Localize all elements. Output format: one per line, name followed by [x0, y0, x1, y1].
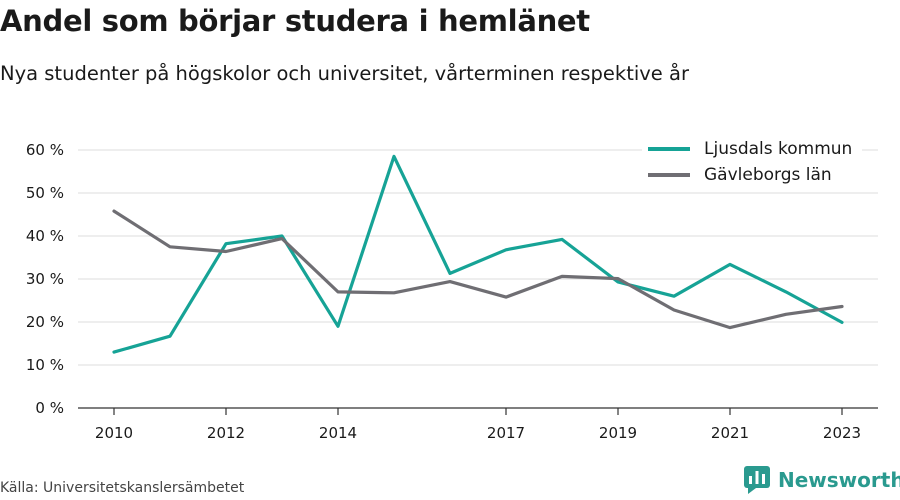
y-tick-label: 50 % — [26, 184, 64, 202]
brand[interactable]: Newsworthy — [744, 466, 900, 494]
y-tick-label: 0 % — [35, 399, 64, 417]
legend-label-ljusdal: Ljusdals kommun — [704, 139, 853, 159]
y-tick-label: 20 % — [26, 313, 64, 331]
series-line-gavleborg — [112, 209, 844, 330]
x-tick-label: 2014 — [319, 424, 357, 442]
x-tick-label: 2010 — [95, 424, 133, 442]
source-note: Källa: Universitetskanslersämbetet — [0, 480, 245, 496]
x-tick-label: 2012 — [207, 424, 245, 442]
y-tick-label: 30 % — [26, 270, 64, 288]
legend-label-gavleborg: Gävleborgs län — [704, 165, 832, 185]
x-tick-label: 2019 — [599, 424, 637, 442]
brand-name: Newsworthy — [778, 468, 900, 492]
x-tick-label: 2021 — [711, 424, 749, 442]
legend: Ljusdals kommun Gävleborgs län — [642, 134, 862, 190]
x-tick-label: 2023 — [823, 424, 861, 442]
chart-title: Andel som börjar studera i hemlänet — [0, 4, 590, 38]
y-tick-label: 40 % — [26, 227, 64, 245]
series-line-ljusdal — [112, 154, 844, 354]
legend-swatch-gavleborg — [648, 173, 690, 177]
chart-subtitle: Nya studenter på högskolor och universit… — [0, 62, 689, 85]
legend-item-gavleborg: Gävleborgs län — [648, 165, 832, 185]
legend-item-ljusdal: Ljusdals kommun — [648, 139, 852, 159]
bar-chart-logo-icon — [744, 466, 770, 494]
y-tick-label: 60 % — [26, 141, 64, 159]
y-tick-label: 10 % — [26, 356, 64, 374]
legend-swatch-ljusdal — [648, 147, 690, 151]
x-tick-label: 2017 — [487, 424, 525, 442]
